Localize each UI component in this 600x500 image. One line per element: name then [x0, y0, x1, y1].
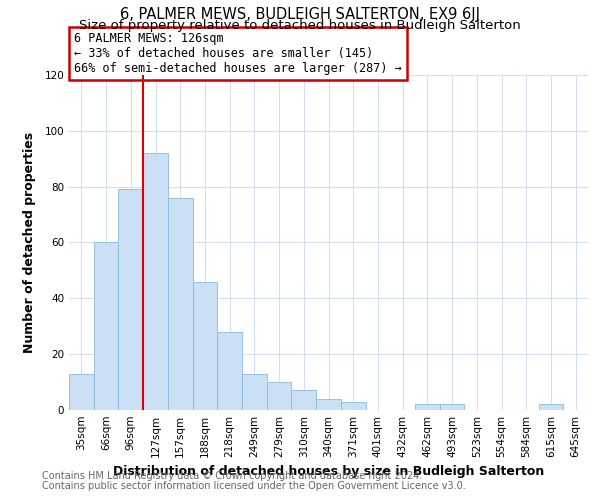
Bar: [316, 399, 341, 410]
Bar: [267, 382, 292, 410]
Bar: [341, 402, 365, 410]
Bar: [415, 404, 440, 410]
Text: Size of property relative to detached houses in Budleigh Salterton: Size of property relative to detached ho…: [79, 19, 521, 32]
Text: 6, PALMER MEWS, BUDLEIGH SALTERTON, EX9 6JJ: 6, PALMER MEWS, BUDLEIGH SALTERTON, EX9 …: [120, 8, 480, 22]
Bar: [94, 242, 118, 410]
Text: Contains HM Land Registry data © Crown copyright and database right 2024.: Contains HM Land Registry data © Crown c…: [42, 471, 422, 481]
Bar: [440, 404, 464, 410]
Bar: [292, 390, 316, 410]
Text: Contains public sector information licensed under the Open Government Licence v3: Contains public sector information licen…: [42, 481, 466, 491]
Bar: [539, 404, 563, 410]
Bar: [118, 190, 143, 410]
Bar: [242, 374, 267, 410]
Bar: [168, 198, 193, 410]
Bar: [69, 374, 94, 410]
Y-axis label: Number of detached properties: Number of detached properties: [23, 132, 36, 353]
Bar: [217, 332, 242, 410]
Text: 6 PALMER MEWS: 126sqm
← 33% of detached houses are smaller (145)
66% of semi-det: 6 PALMER MEWS: 126sqm ← 33% of detached …: [74, 32, 402, 75]
X-axis label: Distribution of detached houses by size in Budleigh Salterton: Distribution of detached houses by size …: [113, 466, 544, 478]
Bar: [143, 153, 168, 410]
Bar: [193, 282, 217, 410]
